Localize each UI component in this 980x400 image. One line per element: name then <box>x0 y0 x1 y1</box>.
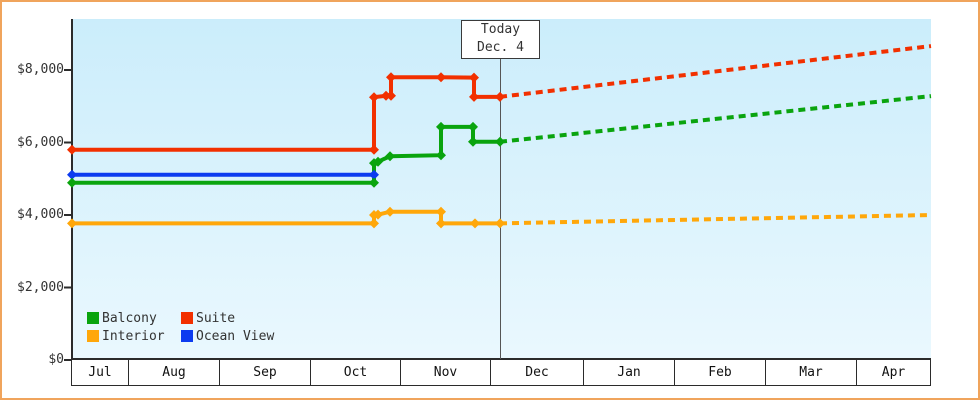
series-projection-suite <box>499 44 932 99</box>
month-cell-aug: Aug <box>128 359 220 386</box>
series-marker-interior <box>385 206 395 217</box>
plot-area <box>73 19 931 360</box>
series-layer <box>67 44 932 229</box>
series-marker-ocean-view <box>67 169 77 180</box>
month-label: Aug <box>162 365 186 380</box>
legend-label: Suite <box>196 310 236 326</box>
series-marker-suite <box>495 91 505 102</box>
series-marker-suite <box>386 90 396 101</box>
series-marker-balcony <box>385 151 395 162</box>
y-axis-label: $2,000 <box>17 279 64 295</box>
series-projection-balcony <box>499 94 932 144</box>
series-marker-balcony <box>495 136 505 147</box>
y-axis-label: $6,000 <box>17 134 64 150</box>
legend-label: Balcony <box>102 310 157 326</box>
legend-swatch <box>87 312 99 324</box>
month-label: Dec <box>525 365 549 380</box>
series-marker-interior <box>495 218 505 229</box>
month-label: Jan <box>617 365 641 380</box>
month-cell-sep: Sep <box>219 359 311 386</box>
month-cell-jan: Jan <box>583 359 675 386</box>
legend-item-ocean-view: Ocean View <box>181 328 275 344</box>
y-axis <box>71 19 73 360</box>
month-label: Sep <box>253 365 277 380</box>
legend-item-suite: Suite <box>181 310 274 326</box>
legend: Balcony Suite Interior Ocean View <box>87 310 275 344</box>
month-cell-mar: Mar <box>765 359 857 386</box>
month-label: Mar <box>799 365 823 380</box>
series-line-suite <box>72 75 500 152</box>
legend-swatch <box>87 330 99 342</box>
month-cell-feb: Feb <box>674 359 766 386</box>
month-cell-jul: Jul <box>71 359 129 386</box>
y-axis-label: $4,000 <box>17 207 64 222</box>
legend-item-interior: Interior <box>87 328 181 344</box>
series-marker-balcony <box>468 136 478 147</box>
series-marker-suite <box>469 72 479 83</box>
month-label: Apr <box>881 365 906 380</box>
series-marker-balcony <box>373 156 383 167</box>
series-marker-interior <box>67 218 77 229</box>
legend-item-balcony: Balcony <box>87 310 181 326</box>
legend-swatch <box>181 312 193 324</box>
month-label: Feb <box>708 365 732 380</box>
month-cell-nov: Nov <box>400 359 491 386</box>
series-marker-balcony <box>369 177 379 188</box>
month-label: Oct <box>343 365 368 380</box>
series-marker-suite <box>369 92 379 103</box>
series-marker-interior <box>369 218 379 229</box>
y-axis-label: $0 <box>48 352 64 367</box>
series-marker-suite <box>386 72 396 83</box>
series-marker-suite <box>369 144 379 155</box>
series-marker-balcony <box>436 121 446 132</box>
month-cell-oct: Oct <box>310 359 401 386</box>
month-label: Nov <box>433 365 458 380</box>
series-marker-balcony <box>67 177 77 188</box>
series-marker-interior <box>470 218 480 229</box>
series-marker-balcony <box>436 150 446 161</box>
series-marker-suite <box>436 72 446 83</box>
series-marker-ocean-view <box>369 169 379 180</box>
today-date: Dec. 4 <box>477 40 524 55</box>
series-marker-suite <box>469 91 479 102</box>
legend-label: Ocean View <box>196 328 275 344</box>
series-marker-balcony <box>468 121 478 132</box>
today-label: Today <box>480 22 521 37</box>
y-axis-label: $8,000 <box>17 62 64 77</box>
month-cell-dec: Dec <box>490 359 584 386</box>
legend-label: Interior <box>102 328 165 344</box>
today-label-box: Today Dec. 4 <box>461 20 540 59</box>
series-marker-interior <box>436 218 446 229</box>
month-cell-apr: Apr <box>856 359 931 386</box>
series-marker-interior <box>373 209 383 220</box>
series-marker-suite <box>67 144 77 155</box>
legend-swatch <box>181 330 193 342</box>
month-label: Jul <box>88 365 112 380</box>
series-marker-interior <box>436 206 446 217</box>
